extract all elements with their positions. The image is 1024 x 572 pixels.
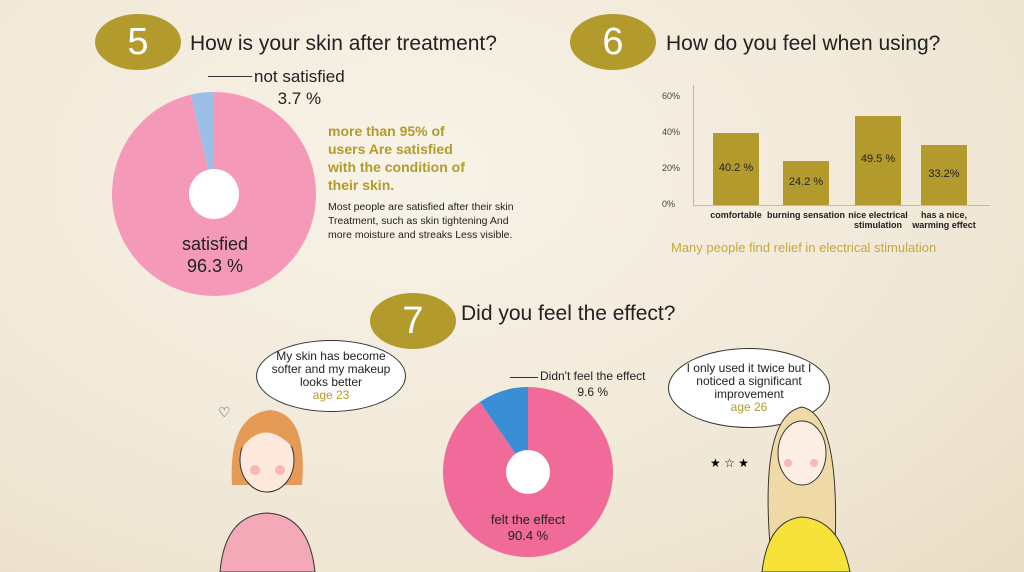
bar-value-label: 40.2 % bbox=[718, 161, 754, 174]
pie-hole bbox=[189, 169, 239, 219]
bar bbox=[783, 161, 829, 205]
slice-label: felt the effect bbox=[490, 512, 566, 527]
didnt-feel-label: Didn't feel the effect 9.6 % bbox=[540, 368, 645, 400]
q6-caption: Many people find relief in electrical st… bbox=[671, 240, 937, 255]
leader-line bbox=[510, 377, 538, 378]
x-category-label: burning sensation bbox=[766, 210, 845, 220]
q5-body: Most people are satisfied after their sk… bbox=[328, 201, 514, 241]
q5-badge: 5 bbox=[95, 14, 181, 70]
x-category-label: has a nice, warming effect bbox=[912, 210, 976, 230]
bubble-text: My skin has become softer and my makeup … bbox=[271, 349, 391, 389]
q6-question: How do you feel when using? bbox=[666, 32, 941, 55]
slice-label: Didn't feel the effect bbox=[540, 369, 646, 383]
pie-slice bbox=[479, 387, 528, 472]
bar bbox=[713, 132, 759, 205]
bubble-text: I only used it twice but I noticed a sig… bbox=[686, 361, 812, 401]
q6-badge: 6 bbox=[570, 14, 656, 70]
speech-bubble-right: I only used it twice but I noticed a sig… bbox=[668, 348, 830, 428]
y-axis bbox=[693, 85, 694, 205]
bar-value-label: 49.5 % bbox=[860, 153, 896, 166]
slice-label: satisfied bbox=[181, 234, 249, 254]
pie-chart-skin bbox=[112, 92, 317, 296]
x-category-label: nice electrical stimulation bbox=[848, 210, 908, 230]
q7-question: Did you feel the effect? bbox=[461, 302, 676, 325]
bar bbox=[921, 145, 967, 205]
q5-headline: more than 95% of users Are satisfied wit… bbox=[328, 123, 465, 193]
speech-bubble-left: My skin has become softer and my makeup … bbox=[256, 340, 406, 412]
x-axis bbox=[693, 205, 990, 206]
svg-text:♡: ♡ bbox=[218, 404, 231, 420]
svg-text:★ ☆ ★: ★ ☆ ★ bbox=[710, 456, 749, 470]
woman-right-illustration: ★ ☆ ★ bbox=[710, 406, 851, 572]
bar bbox=[855, 115, 901, 205]
y-tick-label: 40% bbox=[662, 127, 681, 137]
bar-chart-feel: 0% 20% 40% 60% 40.2 % comfortable 24.2 % burnin… bbox=[650, 85, 1020, 235]
woman-left-illustration: ♡ bbox=[218, 404, 316, 572]
q7-badge: 7 bbox=[370, 293, 456, 349]
pie-slice bbox=[190, 92, 214, 194]
felt-label: felt the effect 90.4 % bbox=[478, 512, 578, 544]
y-tick-label: 60% bbox=[662, 91, 681, 101]
bubble-age: age 23 bbox=[312, 388, 350, 402]
bar-value-label: 24.2 % bbox=[788, 176, 824, 189]
pie-hole bbox=[506, 450, 550, 494]
bar-value-label: 33.2% bbox=[928, 168, 960, 181]
slice-value: 3.7 % bbox=[277, 89, 322, 108]
x-category-label: comfortable bbox=[710, 210, 762, 220]
leader-line bbox=[208, 76, 252, 77]
bubble-age: age 26 bbox=[730, 400, 768, 414]
slice-value: 90.4 % bbox=[507, 528, 549, 543]
slice-label: not satisfied bbox=[254, 67, 345, 86]
not-satisfied-label: not satisfied 3.7 % bbox=[254, 66, 345, 110]
slice-value: 9.6 % bbox=[577, 385, 609, 399]
slice-value: 96.3 % bbox=[186, 256, 244, 276]
q5-question: How is your skin after treatment? bbox=[190, 32, 497, 55]
y-tick-label: 20% bbox=[662, 163, 681, 173]
pie-chart-effect bbox=[443, 387, 613, 557]
satisfied-label: satisfied 96.3 % bbox=[160, 233, 270, 277]
y-tick-label: 0% bbox=[662, 199, 676, 209]
